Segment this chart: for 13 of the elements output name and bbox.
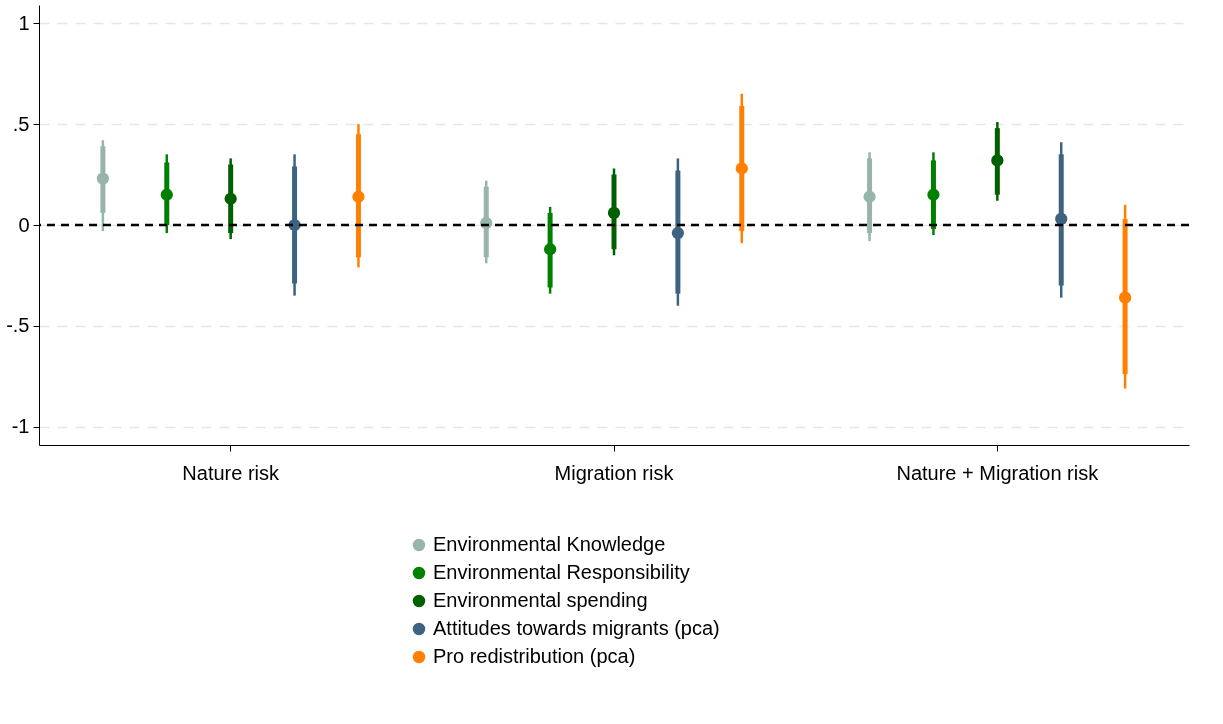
y-tick-label: 0 [18, 213, 30, 236]
y-tick-label: 1 [18, 11, 30, 34]
legend-label: Pro redistribution (pca) [433, 645, 636, 667]
legend-label: Environmental Knowledge [433, 533, 666, 555]
x-tick-label: Migration risk [554, 461, 675, 484]
x-tick-label: Nature + Migration risk [896, 461, 1100, 484]
y-tick-label: -.5 [6, 314, 30, 337]
legend-label: Attitudes towards migrants (pca) [433, 617, 720, 639]
legend-label: Environmental Responsibility [433, 561, 690, 583]
legend-label: Environmental spending [433, 589, 648, 611]
y-tick-label: .5 [12, 112, 30, 135]
x-tick-label: Nature risk [182, 461, 280, 484]
y-tick-label: -1 [11, 415, 30, 438]
